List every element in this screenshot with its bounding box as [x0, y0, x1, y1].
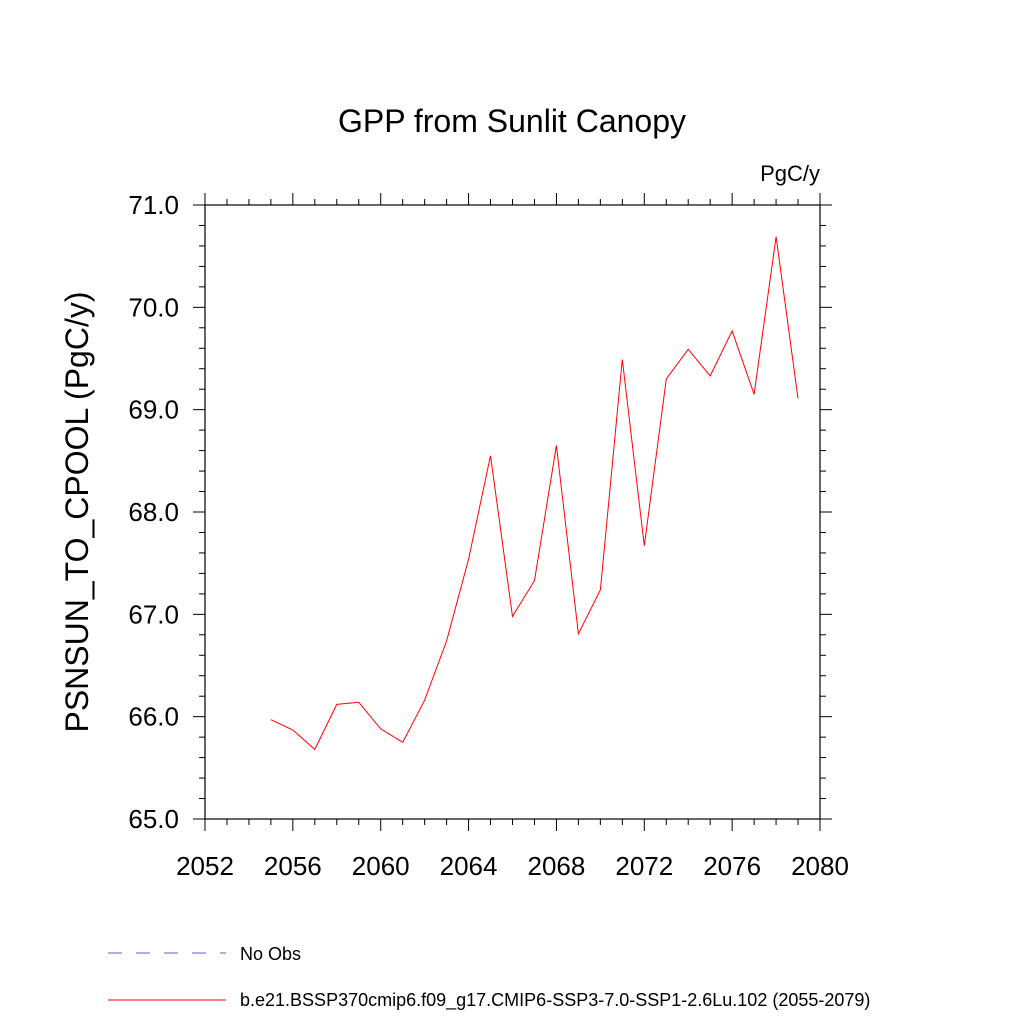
- x-tick-label: 2060: [352, 851, 410, 881]
- x-tick-label: 2068: [528, 851, 586, 881]
- y-tick-label: 71.0: [128, 190, 179, 220]
- series-line: [270, 236, 799, 751]
- x-tick-label: 2080: [791, 851, 849, 881]
- axis-ticks: [193, 193, 832, 831]
- y-tick-label: 65.0: [128, 804, 179, 834]
- units-label: PgC/y: [760, 161, 820, 186]
- x-tick-label: 2076: [703, 851, 761, 881]
- y-tick-label: 66.0: [128, 702, 179, 732]
- plot-frame: [204, 204, 821, 820]
- chart-title: GPP from Sunlit Canopy: [338, 103, 686, 139]
- legend-model-label: b.e21.BSSP370cmip6.f09_g17.CMIP6-SSP3-7.…: [240, 990, 870, 1011]
- legend: No Obs b.e21.BSSP370cmip6.f09_g17.CMIP6-…: [108, 944, 870, 1011]
- series-layer: [270, 236, 799, 751]
- y-tick-label: 70.0: [128, 292, 179, 322]
- x-tick-label: 2052: [176, 851, 234, 881]
- x-tick-label: 2064: [440, 851, 498, 881]
- y-tick-label: 69.0: [128, 395, 179, 425]
- tick-labels: 2052 2056 2060 2064 2068 2072 2076 2080 65.0 66.0…: [128, 190, 849, 881]
- x-tick-label: 2072: [615, 851, 673, 881]
- x-tick-label: 2056: [264, 851, 322, 881]
- y-tick-label: 68.0: [128, 497, 179, 527]
- y-axis-label: PSNSUN_TO_CPOOL (PgC/y): [59, 292, 95, 733]
- legend-no-obs-label: No Obs: [240, 944, 301, 964]
- y-tick-label: 67.0: [128, 599, 179, 629]
